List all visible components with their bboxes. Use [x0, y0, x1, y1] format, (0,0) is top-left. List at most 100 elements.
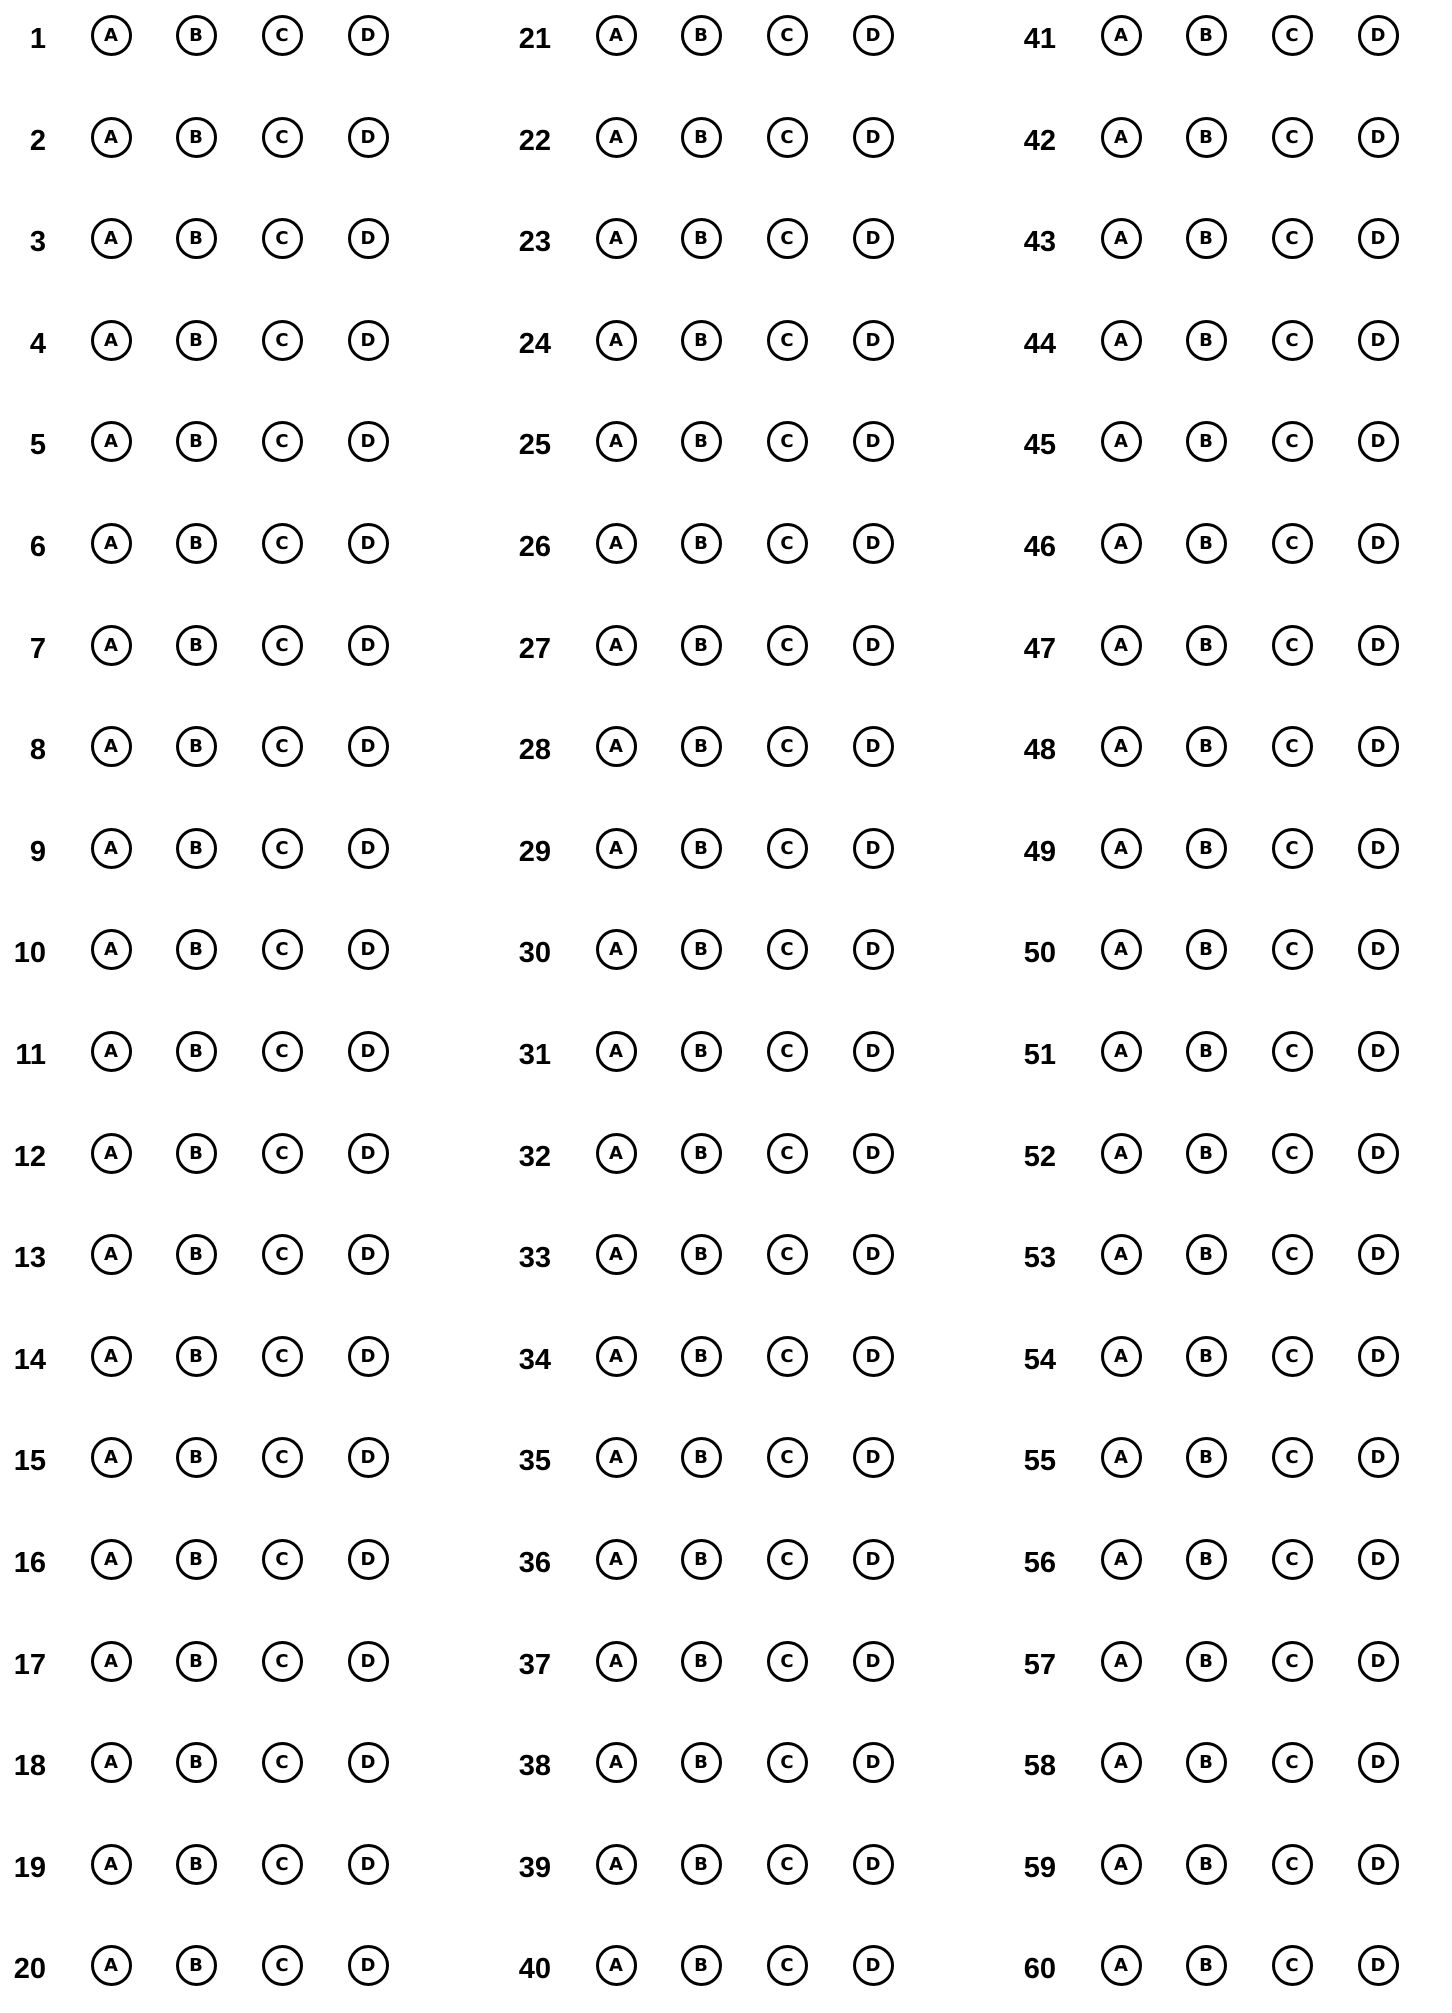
- answer-bubble-b[interactable]: B: [680, 116, 722, 158]
- answer-bubble-a[interactable]: A: [595, 1437, 637, 1479]
- answer-bubble-b[interactable]: B: [175, 1742, 217, 1784]
- answer-bubble-c[interactable]: C: [766, 319, 808, 361]
- answer-bubble-b[interactable]: B: [175, 421, 217, 463]
- answer-bubble-d[interactable]: D: [852, 319, 894, 361]
- answer-bubble-a[interactable]: A: [595, 116, 637, 158]
- answer-bubble-c[interactable]: C: [766, 1234, 808, 1276]
- answer-bubble-a[interactable]: A: [595, 15, 637, 56]
- answer-bubble-a[interactable]: A: [90, 523, 132, 564]
- answer-bubble-c[interactable]: C: [766, 1843, 808, 1885]
- answer-bubble-b[interactable]: B: [1185, 726, 1227, 768]
- answer-bubble-b[interactable]: B: [175, 1945, 217, 1987]
- answer-bubble-c[interactable]: C: [1271, 1335, 1313, 1377]
- answer-bubble-b[interactable]: B: [680, 1437, 722, 1479]
- answer-bubble-b[interactable]: B: [1185, 1539, 1227, 1580]
- answer-bubble-c[interactable]: C: [261, 421, 303, 463]
- answer-bubble-a[interactable]: A: [1100, 218, 1142, 260]
- answer-bubble-d[interactable]: D: [852, 1640, 894, 1682]
- answer-bubble-d[interactable]: D: [852, 1132, 894, 1174]
- answer-bubble-a[interactable]: A: [90, 929, 132, 971]
- answer-bubble-c[interactable]: C: [1271, 319, 1313, 361]
- answer-bubble-c[interactable]: C: [1271, 1742, 1313, 1784]
- answer-bubble-b[interactable]: B: [175, 1437, 217, 1479]
- answer-bubble-c[interactable]: C: [766, 1437, 808, 1479]
- answer-bubble-d[interactable]: D: [1357, 319, 1399, 361]
- answer-bubble-c[interactable]: C: [261, 319, 303, 361]
- answer-bubble-a[interactable]: A: [595, 1132, 637, 1174]
- answer-bubble-b[interactable]: B: [1185, 15, 1227, 56]
- answer-bubble-d[interactable]: D: [347, 319, 389, 361]
- answer-bubble-d[interactable]: D: [852, 726, 894, 768]
- answer-bubble-a[interactable]: A: [1100, 624, 1142, 666]
- answer-bubble-b[interactable]: B: [680, 421, 722, 463]
- answer-bubble-d[interactable]: D: [1357, 218, 1399, 260]
- answer-bubble-d[interactable]: D: [852, 1335, 894, 1377]
- answer-bubble-d[interactable]: D: [1357, 15, 1399, 56]
- answer-bubble-a[interactable]: A: [90, 624, 132, 666]
- answer-bubble-c[interactable]: C: [261, 1945, 303, 1987]
- answer-bubble-c[interactable]: C: [1271, 1945, 1313, 1987]
- answer-bubble-c[interactable]: C: [261, 827, 303, 869]
- answer-bubble-b[interactable]: B: [175, 523, 217, 564]
- answer-bubble-d[interactable]: D: [347, 1539, 389, 1580]
- answer-bubble-c[interactable]: C: [261, 929, 303, 971]
- answer-bubble-c[interactable]: C: [766, 523, 808, 564]
- answer-bubble-b[interactable]: B: [680, 827, 722, 869]
- answer-bubble-d[interactable]: D: [1357, 624, 1399, 666]
- answer-bubble-a[interactable]: A: [1100, 1234, 1142, 1276]
- answer-bubble-a[interactable]: A: [90, 1335, 132, 1377]
- answer-bubble-a[interactable]: A: [90, 1742, 132, 1784]
- answer-bubble-a[interactable]: A: [1100, 726, 1142, 768]
- answer-bubble-a[interactable]: A: [90, 1132, 132, 1174]
- answer-bubble-c[interactable]: C: [766, 1945, 808, 1987]
- answer-bubble-d[interactable]: D: [347, 1843, 389, 1885]
- answer-bubble-d[interactable]: D: [852, 116, 894, 158]
- answer-bubble-d[interactable]: D: [852, 1843, 894, 1885]
- answer-bubble-c[interactable]: C: [1271, 726, 1313, 768]
- answer-bubble-c[interactable]: C: [1271, 827, 1313, 869]
- answer-bubble-d[interactable]: D: [347, 1234, 389, 1276]
- answer-bubble-c[interactable]: C: [1271, 218, 1313, 260]
- answer-bubble-a[interactable]: A: [90, 1031, 132, 1072]
- answer-bubble-d[interactable]: D: [1357, 726, 1399, 768]
- answer-bubble-d[interactable]: D: [852, 421, 894, 463]
- answer-bubble-d[interactable]: D: [347, 726, 389, 768]
- answer-bubble-b[interactable]: B: [680, 319, 722, 361]
- answer-bubble-c[interactable]: C: [1271, 523, 1313, 564]
- answer-bubble-b[interactable]: B: [1185, 1945, 1227, 1987]
- answer-bubble-b[interactable]: B: [1185, 1132, 1227, 1174]
- answer-bubble-c[interactable]: C: [261, 1132, 303, 1174]
- answer-bubble-a[interactable]: A: [90, 726, 132, 768]
- answer-bubble-b[interactable]: B: [680, 1843, 722, 1885]
- answer-bubble-d[interactable]: D: [1357, 1335, 1399, 1377]
- answer-bubble-c[interactable]: C: [261, 1437, 303, 1479]
- answer-bubble-c[interactable]: C: [261, 1843, 303, 1885]
- answer-bubble-b[interactable]: B: [175, 218, 217, 260]
- answer-bubble-c[interactable]: C: [261, 1742, 303, 1784]
- answer-bubble-b[interactable]: B: [680, 1031, 722, 1072]
- answer-bubble-b[interactable]: B: [680, 1234, 722, 1276]
- answer-bubble-b[interactable]: B: [1185, 1437, 1227, 1479]
- answer-bubble-d[interactable]: D: [347, 421, 389, 463]
- answer-bubble-a[interactable]: A: [1100, 1031, 1142, 1072]
- answer-bubble-b[interactable]: B: [680, 929, 722, 971]
- answer-bubble-b[interactable]: B: [1185, 1335, 1227, 1377]
- answer-bubble-d[interactable]: D: [852, 1945, 894, 1987]
- answer-bubble-b[interactable]: B: [1185, 116, 1227, 158]
- answer-bubble-b[interactable]: B: [175, 1234, 217, 1276]
- answer-bubble-d[interactable]: D: [347, 116, 389, 158]
- answer-bubble-c[interactable]: C: [261, 218, 303, 260]
- answer-bubble-b[interactable]: B: [1185, 624, 1227, 666]
- answer-bubble-a[interactable]: A: [1100, 1945, 1142, 1987]
- answer-bubble-c[interactable]: C: [766, 421, 808, 463]
- answer-bubble-c[interactable]: C: [1271, 1031, 1313, 1072]
- answer-bubble-b[interactable]: B: [1185, 1031, 1227, 1072]
- answer-bubble-d[interactable]: D: [852, 523, 894, 564]
- answer-bubble-b[interactable]: B: [1185, 1843, 1227, 1885]
- answer-bubble-b[interactable]: B: [1185, 421, 1227, 463]
- answer-bubble-b[interactable]: B: [680, 1742, 722, 1784]
- answer-bubble-d[interactable]: D: [852, 1031, 894, 1072]
- answer-bubble-c[interactable]: C: [261, 1539, 303, 1580]
- answer-bubble-c[interactable]: C: [261, 1640, 303, 1682]
- answer-bubble-d[interactable]: D: [852, 827, 894, 869]
